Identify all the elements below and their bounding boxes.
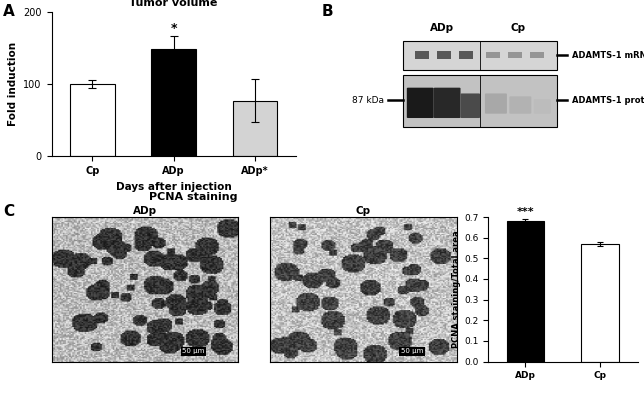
Bar bbox=[232, 101, 278, 156]
Bar bbox=[70, 84, 115, 156]
FancyBboxPatch shape bbox=[485, 94, 507, 114]
Text: ADAMTS-1 mRNA: ADAMTS-1 mRNA bbox=[572, 51, 644, 60]
Text: Cp: Cp bbox=[511, 24, 526, 33]
Text: 87 kDa: 87 kDa bbox=[352, 96, 384, 105]
Title: Tumor volume: Tumor volume bbox=[129, 0, 218, 8]
Bar bbox=[415, 51, 429, 59]
Text: ADAMTS-1 protein: ADAMTS-1 protein bbox=[572, 96, 644, 105]
Bar bbox=[486, 51, 500, 58]
Title: Cp: Cp bbox=[355, 206, 371, 216]
Text: 50 μm: 50 μm bbox=[401, 348, 423, 354]
Text: B: B bbox=[322, 4, 334, 19]
Bar bbox=[508, 51, 522, 58]
Text: A: A bbox=[3, 4, 15, 19]
Bar bbox=[437, 51, 451, 59]
Text: ***: *** bbox=[516, 207, 535, 217]
FancyBboxPatch shape bbox=[460, 94, 480, 118]
Y-axis label: PCNA staining/Total area: PCNA staining/Total area bbox=[452, 230, 461, 348]
FancyBboxPatch shape bbox=[407, 88, 433, 118]
FancyBboxPatch shape bbox=[433, 88, 460, 118]
Bar bbox=[403, 75, 557, 127]
Y-axis label: Fold induction: Fold induction bbox=[8, 42, 18, 126]
Bar bbox=[507, 221, 544, 362]
Text: C: C bbox=[3, 204, 14, 219]
Bar bbox=[530, 51, 544, 58]
Bar bbox=[459, 51, 473, 59]
Text: PCNA staining: PCNA staining bbox=[149, 193, 238, 202]
Title: ADp: ADp bbox=[133, 206, 157, 216]
Text: ADp: ADp bbox=[430, 24, 453, 33]
FancyBboxPatch shape bbox=[509, 96, 531, 114]
X-axis label: Days after injection: Days after injection bbox=[116, 182, 231, 192]
Bar bbox=[582, 244, 619, 362]
Bar bbox=[151, 50, 196, 156]
Bar bbox=[403, 41, 557, 70]
Text: 50 μm: 50 μm bbox=[182, 348, 205, 354]
FancyBboxPatch shape bbox=[534, 99, 551, 114]
Text: *: * bbox=[171, 22, 177, 35]
